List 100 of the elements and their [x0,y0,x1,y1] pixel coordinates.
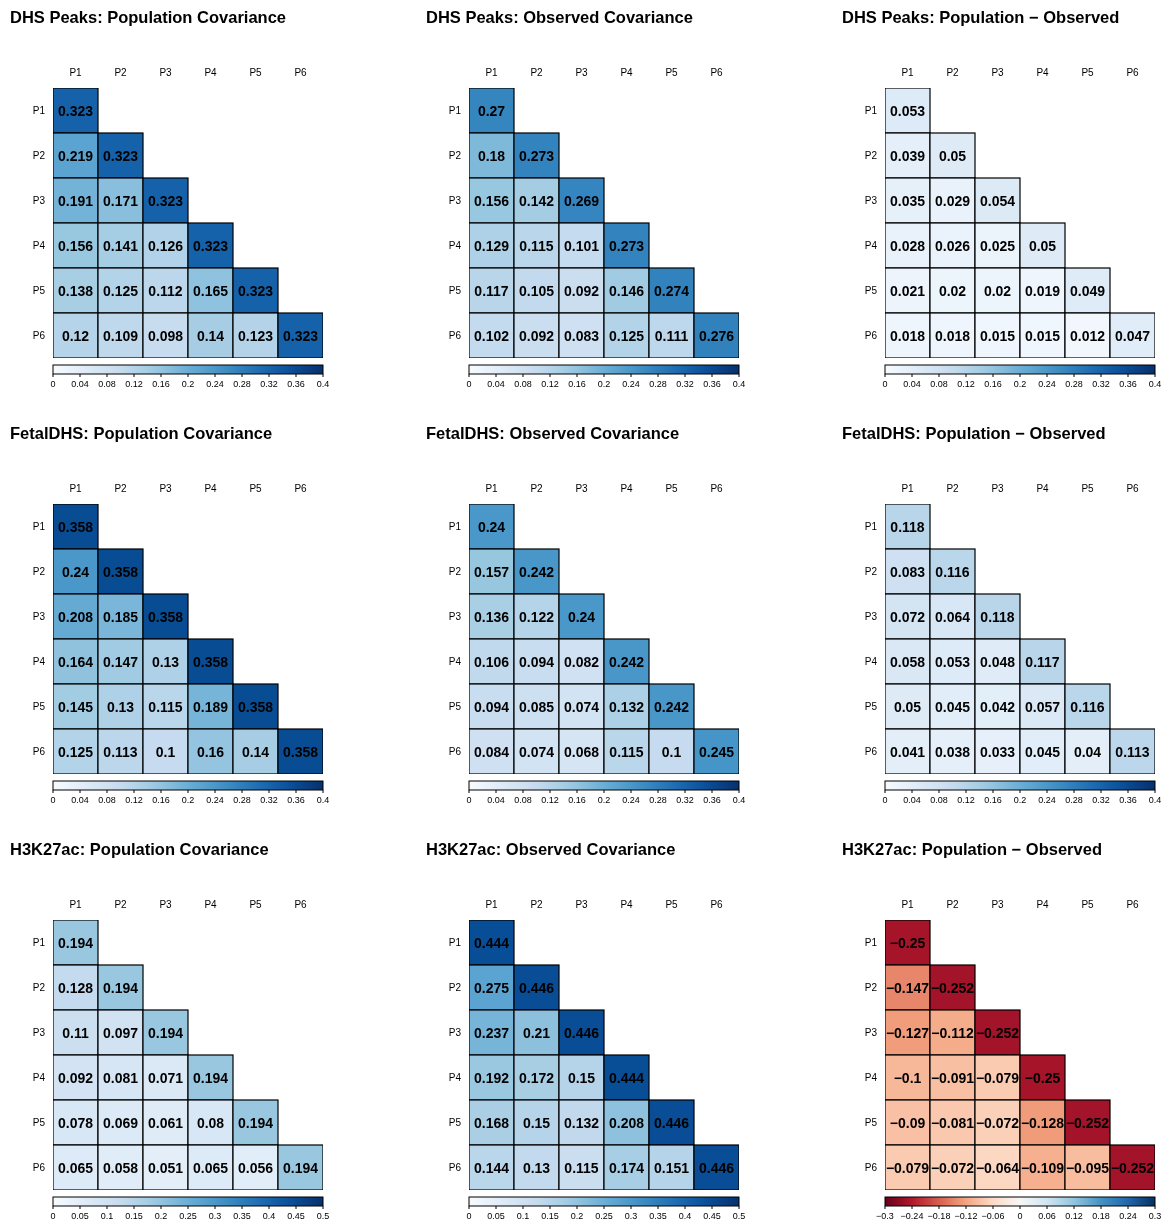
data-label: 0.068 [563,743,600,760]
data-label: −0.064 [975,1159,1020,1176]
data-label: 0.05 [1028,237,1057,254]
data-label: 0.056 [237,1159,274,1176]
data-label: 0.109 [102,327,139,344]
data-label: 0.118 [890,518,925,535]
data-label: 0.444 [608,1069,645,1086]
color-bar-label: 0.24 [622,795,640,805]
chart-title: DHS Peaks: Population Covariance [10,8,286,27]
x-tick-label: P3 [991,483,1005,494]
data-label: 0.323 [147,192,184,209]
data-label: 0.045 [934,698,971,715]
color-bar-label: 0.2 [570,1211,584,1221]
data-label: 0.094 [473,698,510,715]
y-tick-label: P3 [32,1027,46,1039]
color-bar-label: 0 [50,1211,56,1221]
data-label: 0.112 [148,282,183,299]
data-label: −0.1 [893,1069,922,1086]
color-bar-label: 0.15 [541,1211,559,1221]
data-label: 0.061 [147,1114,184,1131]
x-tick-label: P5 [665,67,679,78]
data-label: 0.269 [563,192,600,209]
y-tick-label: P6 [32,330,46,342]
x-tick-label: P2 [946,483,960,494]
x-tick-label: P2 [114,899,128,910]
data-label: 0.194 [102,979,139,996]
color-bar-label: 0.12 [125,795,143,805]
color-bar-label: 0.45 [703,1211,721,1221]
data-label: 0.245 [698,743,735,760]
data-label: 0.1 [155,743,176,760]
x-tick-label: P4 [1036,899,1050,910]
data-label: 0.058 [889,653,926,670]
color-bar-label: 0.36 [1119,379,1137,389]
color-bar-label: 0.36 [1119,795,1137,805]
y-tick-label: P5 [864,701,878,713]
x-tick-label: P3 [575,67,589,78]
data-label: −0.09 [889,1114,926,1131]
color-bar-label: 0.32 [1092,379,1110,389]
color-bar-label: 0.32 [260,379,278,389]
data-label: −0.079 [975,1069,1020,1086]
data-label: 0.11 [62,1024,89,1041]
y-tick-label: P4 [32,240,46,252]
data-label: 0.14 [241,743,270,760]
data-label: 0.025 [979,237,1016,254]
data-label: 0.275 [473,979,510,996]
data-label: 0.092 [518,327,555,344]
data-label: 0.146 [608,282,645,299]
data-label: 0.084 [473,743,510,760]
y-tick-label: P6 [864,1162,878,1174]
y-tick-label: P3 [864,1027,878,1039]
data-label: 0.274 [653,282,690,299]
data-label: 0.165 [192,282,229,299]
color-bar-label: 0.24 [1038,795,1056,805]
color-bar-label: 0.2 [181,795,195,805]
x-tick-label: P3 [159,483,173,494]
data-label: 0.1 [661,743,682,760]
data-label: 0.194 [192,1069,229,1086]
x-tick-label: P5 [665,899,679,910]
data-label: 0.138 [57,282,94,299]
data-label: 0.156 [57,237,94,254]
y-tick-label: P6 [32,1162,46,1174]
color-bar-label: 0.28 [649,379,667,389]
data-label: 0.358 [192,653,229,670]
data-label: −0.109 [1020,1159,1065,1176]
data-label: 0.115 [564,1159,599,1176]
data-label: 0.237 [473,1024,510,1041]
data-label: 0.323 [282,327,319,344]
color-bar-label: 0.12 [1065,1211,1083,1221]
chart-title: DHS Peaks: Population − Observed [842,8,1120,27]
data-label: 0.208 [57,608,94,625]
color-bar-label: 0 [1017,1211,1023,1221]
data-label: 0.057 [1024,698,1061,715]
color-bar-label: 0.4 [316,795,330,805]
color-bar-label: 0.16 [984,795,1002,805]
data-label: 0.115 [609,743,644,760]
x-tick-label: P6 [710,899,724,910]
y-tick-label: P3 [32,195,46,207]
data-label: 0.083 [889,563,926,580]
color-bar-label: 0.08 [98,379,116,389]
data-label: 0.116 [935,563,970,580]
data-label: 0.092 [563,282,600,299]
data-label: 0.168 [473,1114,510,1131]
data-label: 0.118 [980,608,1015,625]
data-label: 0.323 [57,102,94,119]
data-label: 0.105 [518,282,555,299]
color-bar-label: 0.35 [233,1211,251,1221]
color-bar-label: 0.4 [732,795,746,805]
data-label: 0.358 [282,743,319,760]
y-tick-label: P4 [864,1072,878,1084]
data-label: 0.049 [1069,282,1106,299]
y-tick-label: P2 [864,566,878,578]
x-tick-label: P5 [1081,899,1095,910]
color-bar-label: 0.04 [903,795,921,805]
y-tick-label: P6 [864,330,878,342]
data-label: −0.081 [930,1114,975,1131]
color-bar-label: 0.32 [260,795,278,805]
data-label: 0.053 [889,102,926,119]
color-bar-label: 0.28 [1065,795,1083,805]
color-bar-label: 0.3 [624,1211,638,1221]
y-tick-label: P2 [32,150,46,162]
